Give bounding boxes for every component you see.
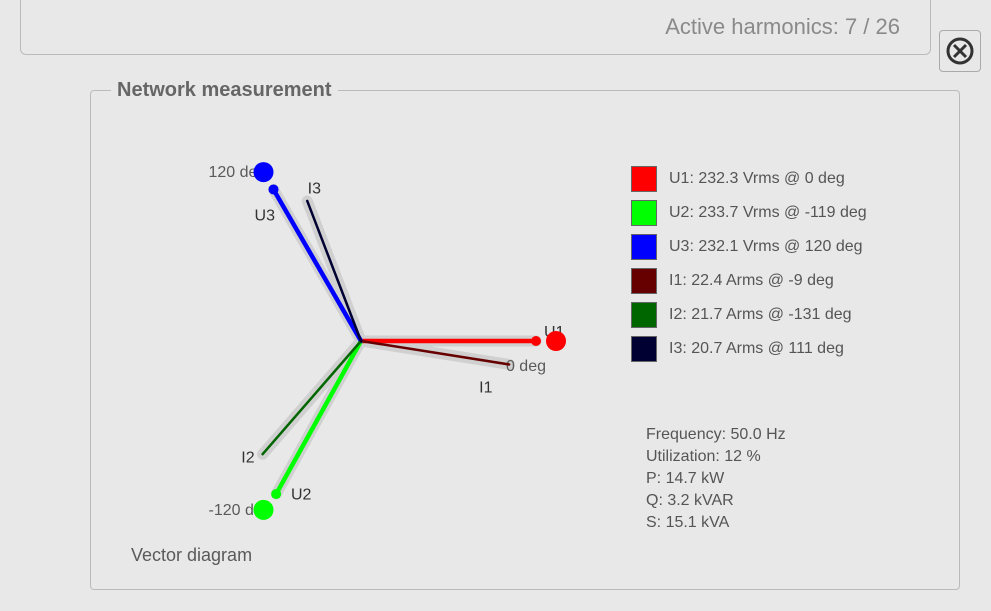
legend-row-u2: U2: 233.7 Vrms @ -119 deg bbox=[631, 200, 931, 226]
legend-label-i1: I1: 22.4 Arms @ -9 deg bbox=[669, 272, 834, 290]
stat-p: P: 14.7 kW bbox=[646, 470, 946, 488]
vector-diagram-svg: 0 deg120 deg-120 degU1U2U3I1I2I3 bbox=[101, 111, 611, 571]
legend-label-u2: U2: 233.7 Vrms @ -119 deg bbox=[669, 204, 867, 222]
legend-label-u3: U3: 232.1 Vrms @ 120 deg bbox=[669, 238, 863, 256]
stat-frequency: Frequency: 50.0 Hz bbox=[646, 426, 946, 444]
legend-label-u1: U1: 232.3 Vrms @ 0 deg bbox=[669, 170, 845, 188]
legend-swatch-u3 bbox=[631, 234, 657, 260]
svg-text:I1: I1 bbox=[479, 379, 492, 396]
svg-text:U2: U2 bbox=[291, 486, 312, 503]
close-button[interactable] bbox=[939, 30, 981, 72]
legend-label-i2: I2: 21.7 Arms @ -131 deg bbox=[669, 306, 852, 324]
close-icon bbox=[945, 36, 975, 66]
svg-text:0 deg: 0 deg bbox=[506, 358, 546, 375]
legend-swatch-i2 bbox=[631, 302, 657, 328]
legend-swatch-i1 bbox=[631, 268, 657, 294]
legend-row-i3: I3: 20.7 Arms @ 111 deg bbox=[631, 336, 931, 362]
svg-text:I3: I3 bbox=[308, 181, 321, 198]
phasor-legend: U1: 232.3 Vrms @ 0 deg U2: 233.7 Vrms @ -… bbox=[631, 166, 931, 370]
legend-row-u1: U1: 232.3 Vrms @ 0 deg bbox=[631, 166, 931, 192]
active-harmonics-bar: Active harmonics: 7 / 26 bbox=[20, 0, 931, 55]
stat-utilization: Utilization: 12 % bbox=[646, 448, 946, 466]
measurement-stats: Frequency: 50.0 Hz Utilization: 12 % P: … bbox=[646, 426, 946, 536]
network-measurement-panel: Network measurement 0 deg120 deg-120 deg… bbox=[90, 90, 960, 590]
stat-s: S: 15.1 kVA bbox=[646, 514, 946, 532]
legend-swatch-u1 bbox=[631, 166, 657, 192]
legend-row-u3: U3: 232.1 Vrms @ 120 deg bbox=[631, 234, 931, 260]
stat-q: Q: 3.2 kVAR bbox=[646, 492, 946, 510]
panel-title: Network measurement bbox=[111, 79, 338, 102]
vector-diagram: 0 deg120 deg-120 degU1U2U3I1I2I3 Vector … bbox=[101, 111, 611, 571]
active-harmonics-value: Active harmonics: 7 / 26 bbox=[665, 14, 900, 40]
legend-swatch-u2 bbox=[631, 200, 657, 226]
vector-diagram-caption: Vector diagram bbox=[131, 545, 252, 566]
legend-label-i3: I3: 20.7 Arms @ 111 deg bbox=[669, 340, 844, 358]
legend-row-i2: I2: 21.7 Arms @ -131 deg bbox=[631, 302, 931, 328]
legend-row-i1: I1: 22.4 Arms @ -9 deg bbox=[631, 268, 931, 294]
svg-text:I2: I2 bbox=[241, 450, 254, 467]
legend-swatch-i3 bbox=[631, 336, 657, 362]
svg-text:U3: U3 bbox=[255, 207, 276, 224]
